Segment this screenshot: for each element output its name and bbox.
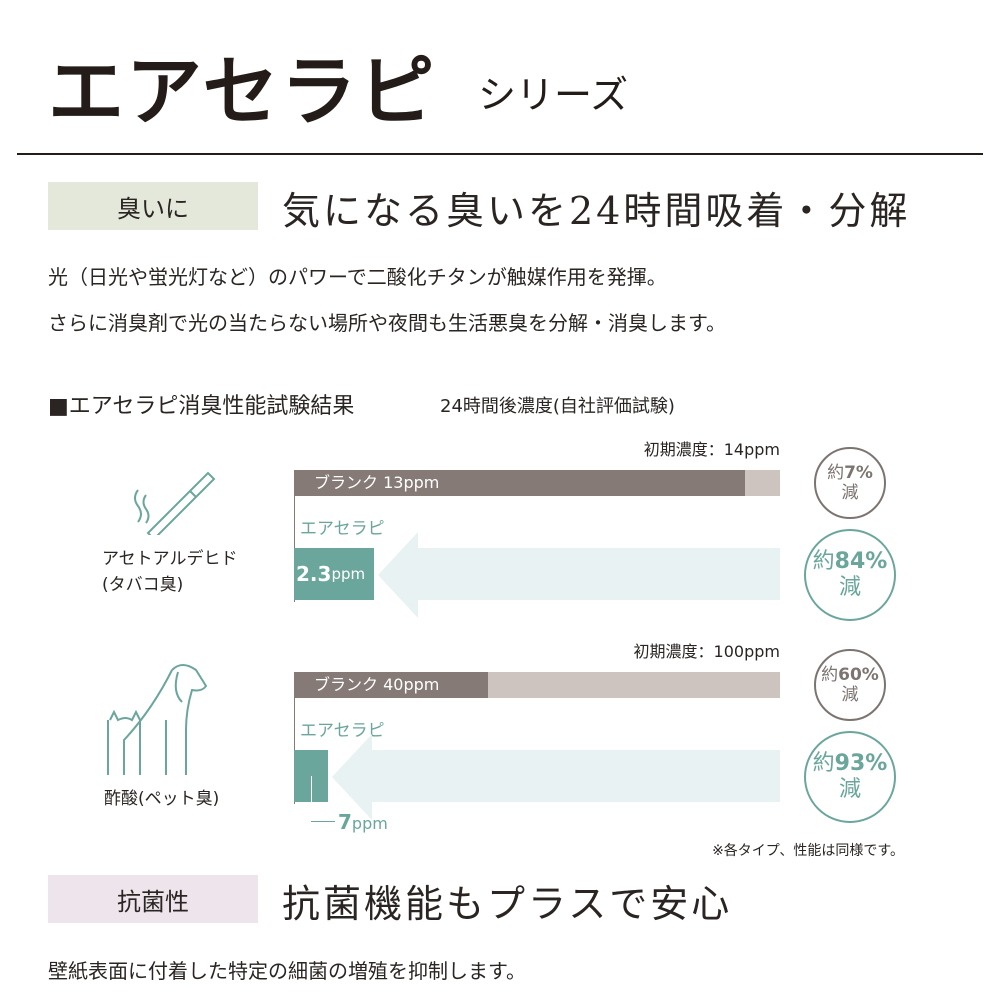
axis-line xyxy=(294,672,295,804)
blank-bar: ブランク 40ppm xyxy=(294,672,489,698)
leader-line xyxy=(311,821,335,822)
arrow-shape xyxy=(377,532,780,618)
reduction-value: 84% xyxy=(834,548,888,574)
odor-tag: 臭いに xyxy=(48,182,258,230)
product-value: 2.3 xyxy=(296,562,332,586)
reduction-value: 7% xyxy=(844,462,873,483)
reduction-suffix: 減 xyxy=(841,483,859,503)
product-reduction-badge: 約84% 減 xyxy=(804,529,896,621)
cigarette-icon xyxy=(134,471,216,535)
product-value: 7 xyxy=(338,810,352,834)
divider xyxy=(17,153,983,155)
group-label-acetaldehyde: アセトアルデヒド (タバコ臭) xyxy=(102,546,238,598)
page-subtitle: シリーズ xyxy=(478,73,629,117)
compound-name: 酢酸 xyxy=(104,789,138,809)
product-value-label: 7ppm xyxy=(338,810,388,834)
product-bar: 2.3 ppm xyxy=(294,548,374,600)
product-reduction-badge: 約93% 減 xyxy=(804,731,896,823)
product-label: エアセラピ xyxy=(300,519,385,539)
reduction-prefix: 約 xyxy=(812,548,835,574)
product-unit: ppm xyxy=(351,814,388,833)
test-subtitle: 24時間後濃度(自社評価試験) xyxy=(440,396,675,417)
reduction-arrow xyxy=(332,732,780,826)
desc-line: 光（日光や蛍光灯など）のパワーで二酸化チタンが触媒作用を発揮。 xyxy=(48,265,667,289)
reduction-suffix: 減 xyxy=(841,685,859,705)
reduction-value: 60% xyxy=(838,664,879,685)
reduction-suffix: 減 xyxy=(838,777,861,802)
reduction-prefix: 約 xyxy=(827,462,845,483)
odor-description: 光（日光や蛍光灯など）のパワーで二酸化チタンが触媒作用を発揮。 さらに消臭剤で光… xyxy=(48,254,726,346)
arrow-shape xyxy=(332,734,780,820)
page-title: エアセラピ xyxy=(48,47,437,136)
reduction-prefix: 約 xyxy=(821,664,839,685)
dog-cat-icon xyxy=(107,664,208,775)
reduction-suffix: 減 xyxy=(838,575,861,600)
blank-reduction-badge: 約60% 減 xyxy=(814,649,886,721)
odor-headline: 気になる臭いを24時間吸着・分解 xyxy=(282,189,911,233)
antibacterial-description: 壁紙表面に付着した特定の細菌の増殖を抑制します。 xyxy=(48,959,526,983)
compound-name: アセトアルデヒド xyxy=(102,549,238,569)
blank-bar: ブランク 13ppm xyxy=(294,470,746,496)
initial-concentration-label: 初期濃度：14ppm xyxy=(643,440,780,459)
antibacterial-headline: 抗菌機能もプラスで安心 xyxy=(282,882,733,926)
reduction-arrow xyxy=(377,530,780,624)
footnote: ※各タイプ、性能は同様です。 xyxy=(712,843,904,859)
desc-line: さらに消臭剤で光の当たらない場所や夜間も生活悪臭を分解・消臭します。 xyxy=(48,311,726,335)
compound-sub: (タバコ臭) xyxy=(102,575,184,595)
reduction-value: 93% xyxy=(834,750,888,776)
initial-concentration-label: 初期濃度：100ppm xyxy=(633,642,780,661)
compound-sub: (ペット臭) xyxy=(138,789,220,809)
antibacterial-tag: 抗菌性 xyxy=(48,875,258,923)
test-title: ■エアセラピ消臭性能試験結果 xyxy=(48,394,355,419)
product-unit: ppm xyxy=(331,565,366,583)
blank-reduction-badge: 約7% 減 xyxy=(814,447,886,519)
reduction-prefix: 約 xyxy=(812,750,835,776)
group-label-acetic-acid: 酢酸(ペット臭) xyxy=(104,784,219,809)
leader-line xyxy=(311,776,312,822)
axis-line xyxy=(294,470,295,602)
product-label: エアセラピ xyxy=(300,721,385,741)
